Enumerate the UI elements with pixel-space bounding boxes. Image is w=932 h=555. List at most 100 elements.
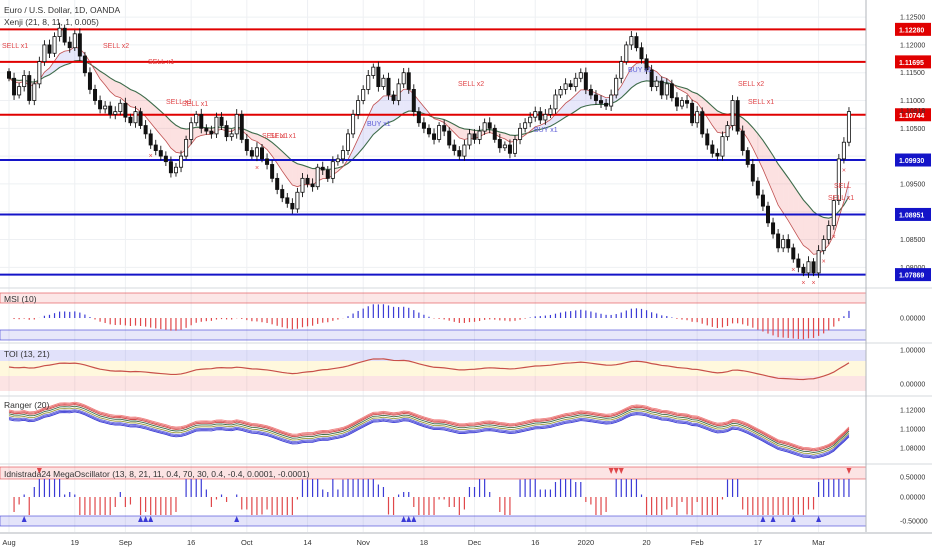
candle-body bbox=[705, 133, 710, 146]
candle-body bbox=[280, 189, 285, 199]
candle-body bbox=[179, 155, 184, 168]
candle-body bbox=[674, 97, 679, 107]
fast-average-line bbox=[8, 46, 850, 255]
candle-body bbox=[507, 144, 512, 154]
mega-up-arrow bbox=[143, 516, 149, 522]
band-segment bbox=[358, 127, 364, 154]
mega-up-arrow bbox=[411, 516, 417, 522]
candle-body bbox=[366, 75, 371, 90]
time-tick-label: 16 bbox=[531, 538, 539, 547]
candle-body bbox=[37, 61, 42, 85]
band-segment bbox=[702, 97, 708, 118]
candle-body bbox=[32, 83, 37, 101]
candle-body bbox=[614, 77, 619, 96]
level-lines bbox=[0, 28, 866, 276]
mega-up-arrow bbox=[138, 516, 144, 522]
candle-body bbox=[340, 150, 345, 160]
signal-cross: × bbox=[791, 267, 795, 274]
msi-upper-band bbox=[0, 292, 867, 304]
candle-body bbox=[406, 72, 411, 90]
band-segment bbox=[170, 121, 176, 153]
candle-body bbox=[22, 75, 27, 88]
signal-cross: × bbox=[812, 280, 816, 287]
level-label-text: 1.07869 bbox=[899, 273, 924, 280]
band-segment bbox=[773, 155, 779, 206]
ranger-band bbox=[8, 401, 850, 450]
band-segment bbox=[621, 76, 627, 98]
signal-label: SELL x2 bbox=[458, 81, 484, 88]
level-label-text: 1.08951 bbox=[899, 212, 924, 219]
candle-body bbox=[801, 266, 806, 274]
candle-body bbox=[735, 100, 740, 132]
band-segment bbox=[130, 89, 136, 108]
band-segment bbox=[747, 122, 753, 149]
candle-body bbox=[720, 136, 725, 157]
signal-label: SELL x2 bbox=[738, 81, 764, 88]
candle-body bbox=[715, 152, 720, 157]
time-tick-label: Mar bbox=[812, 538, 825, 547]
candle-body bbox=[730, 100, 735, 126]
candle-body bbox=[386, 77, 391, 96]
candle-body bbox=[543, 114, 548, 121]
time-tick-label: 16 bbox=[187, 538, 195, 547]
candle-body bbox=[826, 225, 831, 240]
candle-body bbox=[421, 122, 426, 129]
band-segment bbox=[69, 46, 75, 64]
toi-lower-zone bbox=[0, 376, 866, 391]
price-tick-label: 1.09500 bbox=[900, 181, 925, 188]
candle-body bbox=[659, 80, 664, 96]
mega-lower-band bbox=[0, 515, 867, 527]
band-segment bbox=[44, 67, 50, 77]
candle-body bbox=[173, 166, 178, 174]
candle-body bbox=[624, 44, 629, 62]
band-segment bbox=[165, 115, 171, 149]
band-segment bbox=[373, 101, 379, 135]
band-segment bbox=[717, 110, 723, 134]
candle-body bbox=[411, 89, 416, 113]
toi-line bbox=[8, 358, 850, 381]
signal-label: SELL bbox=[834, 183, 851, 190]
price-tick-label: 1.11000 bbox=[900, 98, 925, 105]
candle-body bbox=[568, 83, 573, 88]
signal-cross: × bbox=[842, 167, 846, 174]
candle-body bbox=[305, 177, 310, 185]
candle-body bbox=[356, 100, 361, 115]
mega-up-arrow bbox=[790, 516, 796, 522]
time-tick-label: 18 bbox=[420, 538, 428, 547]
band-segment bbox=[449, 121, 455, 133]
band-segment bbox=[631, 63, 637, 88]
mega-down-arrow bbox=[613, 468, 619, 474]
band-segment bbox=[110, 77, 116, 97]
mega-up-arrow bbox=[234, 516, 240, 522]
band-segment bbox=[793, 185, 799, 238]
candle-body bbox=[17, 86, 22, 96]
band-segment bbox=[707, 101, 713, 126]
pane-tick-label: -0.50000 bbox=[900, 519, 928, 526]
band-segment bbox=[626, 67, 632, 93]
candle-body bbox=[330, 161, 335, 179]
candle-body bbox=[583, 72, 588, 90]
ranger-band bbox=[8, 405, 850, 454]
price-tick-label: 1.11500 bbox=[900, 70, 925, 77]
band-segment bbox=[388, 95, 394, 123]
candle-body bbox=[690, 102, 695, 124]
candle-body bbox=[47, 44, 52, 54]
time-axis: Aug 19 Sep 16 Oct 14 Nov 18 Dec 16 2020 20 Feb 17 Mar bbox=[0, 532, 932, 547]
candle-body bbox=[816, 250, 821, 274]
candle-body bbox=[563, 83, 568, 90]
signal-label: SELL x1 bbox=[2, 43, 28, 50]
candle-body bbox=[391, 94, 396, 101]
indicator-panes bbox=[0, 287, 932, 527]
band-segment bbox=[287, 156, 293, 186]
signal-label: SELL x1 bbox=[166, 99, 192, 106]
pane-label-toi: TOI (13, 21) bbox=[4, 349, 50, 359]
candle-body bbox=[578, 72, 583, 79]
band-segment bbox=[783, 170, 789, 221]
band-segment bbox=[418, 100, 424, 114]
time-tick-label: Aug bbox=[2, 538, 15, 547]
candle-body bbox=[346, 133, 351, 151]
level-label-box bbox=[895, 22, 931, 36]
ranger-band bbox=[8, 404, 850, 452]
candle-body bbox=[766, 205, 771, 224]
candle-body bbox=[487, 122, 492, 129]
